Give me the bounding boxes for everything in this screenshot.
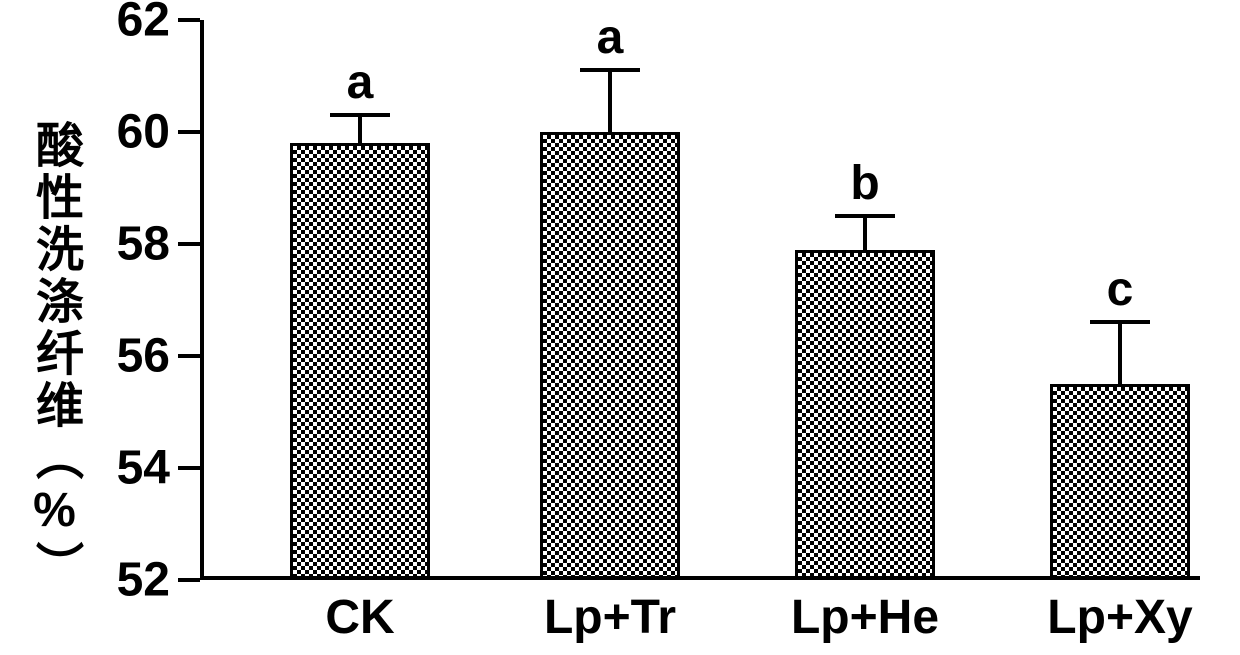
y-tick (178, 466, 200, 470)
error-bar (1118, 322, 1122, 384)
x-tick-label: CK (325, 590, 394, 645)
x-tick-label: Lp+He (791, 590, 939, 645)
y-tick (178, 18, 200, 22)
error-cap (1090, 320, 1150, 324)
y-tick (178, 242, 200, 246)
plot-area: 525456586062aCKaLp+TrbLp+HecLp+Xy (200, 20, 1200, 580)
y-tick-label: 62 (90, 0, 170, 48)
y-tick-label: 54 (90, 441, 170, 496)
error-bar (863, 216, 867, 250)
error-bar (608, 70, 612, 132)
y-tick-label: 52 (90, 553, 170, 608)
y-tick-label: 58 (90, 217, 170, 272)
y-tick-label: 60 (90, 105, 170, 160)
y-axis-label: 酸性洗涤纤维（%） (30, 120, 78, 593)
significance-label: b (850, 156, 879, 211)
bar (795, 250, 935, 576)
y-tick (178, 130, 200, 134)
chart-container: 酸性洗涤纤维（%） 525456586062aCKaLp+TrbLp+HecLp… (0, 0, 1240, 655)
significance-label: a (597, 10, 624, 65)
bar (540, 132, 680, 576)
y-tick (178, 578, 200, 582)
error-cap (330, 113, 390, 117)
error-cap (835, 214, 895, 218)
significance-label: c (1107, 262, 1134, 317)
significance-label: a (347, 55, 374, 110)
x-tick-label: Lp+Xy (1047, 590, 1192, 645)
error-cap (580, 68, 640, 72)
bar (1050, 384, 1190, 576)
x-tick-label: Lp+Tr (544, 590, 676, 645)
x-axis (200, 576, 1200, 580)
y-axis (200, 20, 204, 580)
bar (290, 143, 430, 576)
y-tick (178, 354, 200, 358)
error-bar (358, 115, 362, 143)
y-tick-label: 56 (90, 329, 170, 384)
